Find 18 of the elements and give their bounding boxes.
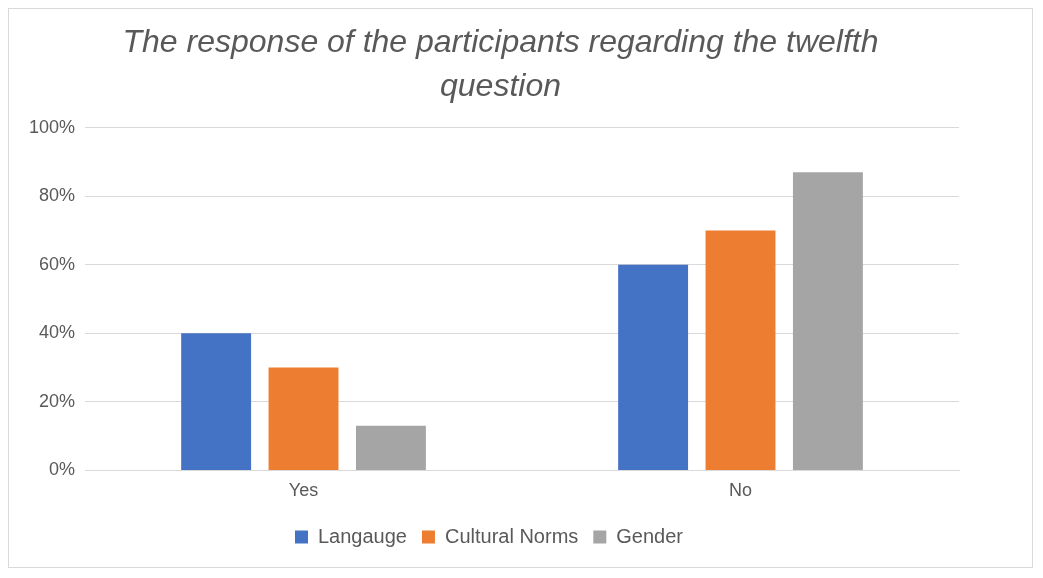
y-tick-label: 60% bbox=[39, 253, 76, 274]
y-tick-label: 0% bbox=[49, 459, 76, 480]
y-tick-label: 100% bbox=[28, 116, 76, 137]
bar bbox=[792, 172, 863, 470]
bar bbox=[618, 264, 689, 470]
legend-label: Langauge bbox=[317, 524, 407, 547]
chart-title: The response of the participants regarding the twelfth question bbox=[121, 22, 880, 105]
y-tick-label: 20% bbox=[39, 390, 76, 411]
x-tick-label: Yes bbox=[288, 480, 319, 501]
legend-label: Cultural Norms bbox=[444, 524, 579, 547]
bar bbox=[355, 425, 426, 470]
x-tick-label: No bbox=[729, 480, 753, 501]
bar bbox=[181, 333, 252, 470]
y-tick-label: 40% bbox=[39, 322, 76, 343]
y-tick-label: 80% bbox=[39, 185, 76, 206]
legend-label: Gender bbox=[616, 524, 684, 547]
bar bbox=[705, 230, 776, 470]
bar bbox=[268, 367, 339, 470]
